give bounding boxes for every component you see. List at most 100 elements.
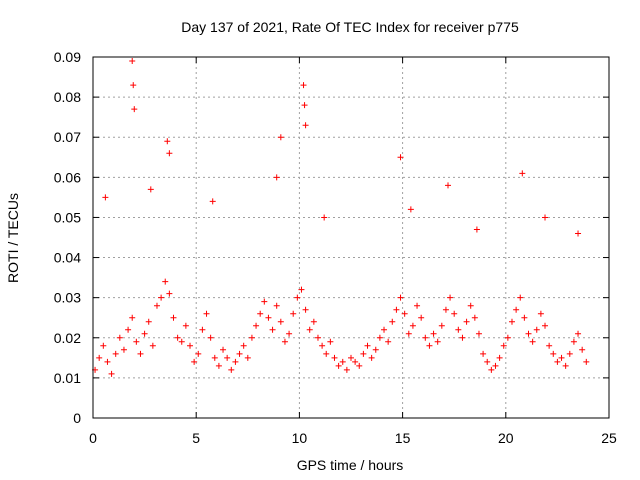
x-axis-label: GPS time / hours — [297, 457, 404, 473]
data-point — [277, 134, 284, 141]
data-point — [352, 358, 359, 365]
data-point — [467, 302, 474, 309]
data-point — [496, 354, 503, 361]
data-point — [488, 366, 495, 373]
data-point — [542, 322, 549, 329]
data-point — [529, 338, 536, 345]
data-point — [418, 314, 425, 321]
data-point — [302, 306, 309, 313]
data-point — [513, 306, 520, 313]
data-point — [376, 334, 383, 341]
data-point — [554, 358, 561, 365]
data-point — [298, 286, 305, 293]
data-point — [166, 150, 173, 157]
data-point — [546, 342, 553, 349]
data-point — [195, 350, 202, 357]
data-point — [442, 306, 449, 313]
y-tick-label: 0.05 — [54, 209, 81, 225]
data-point — [537, 310, 544, 317]
data-point — [500, 342, 507, 349]
data-point — [203, 310, 210, 317]
data-point — [575, 330, 582, 337]
data-point — [339, 358, 346, 365]
data-point — [257, 310, 264, 317]
data-point — [562, 362, 569, 369]
data-point — [447, 294, 454, 301]
data-point — [131, 106, 138, 113]
data-point — [125, 326, 132, 333]
data-point — [401, 310, 408, 317]
data-point — [178, 338, 185, 345]
data-point — [550, 350, 557, 357]
data-point — [306, 326, 313, 333]
data-point — [455, 326, 462, 333]
data-point — [583, 358, 590, 365]
data-point — [300, 82, 307, 89]
chart-title: Day 137 of 2021, Rate Of TEC Index for r… — [181, 19, 519, 35]
data-point — [331, 354, 338, 361]
data-point — [236, 350, 243, 357]
y-tick-labels: 0 0.01 0.02 0.03 0.04 0.05 0.06 0.07 0.08 0.09 — [54, 49, 81, 426]
data-point — [397, 154, 404, 161]
data-point — [480, 350, 487, 357]
data-point — [220, 346, 227, 353]
y-tick-label: 0.07 — [54, 129, 81, 145]
x-tick-labels: 0 5 10 15 20 25 — [89, 430, 617, 446]
data-point — [158, 294, 165, 301]
axis-ticks — [92, 56, 610, 419]
data-point — [248, 334, 255, 341]
data-point — [286, 330, 293, 337]
data-point — [372, 346, 379, 353]
data-point — [162, 278, 169, 285]
y-tick-label: 0.06 — [54, 169, 81, 185]
data-point — [137, 350, 144, 357]
data-point — [147, 186, 154, 193]
data-point — [240, 342, 247, 349]
data-point — [224, 354, 231, 361]
y-tick-label: 0.01 — [54, 370, 81, 386]
data-point — [393, 306, 400, 313]
data-point — [290, 310, 297, 317]
data-point — [314, 334, 321, 341]
data-point — [102, 194, 109, 201]
data-point — [269, 326, 276, 333]
data-point — [414, 302, 421, 309]
data-point — [385, 338, 392, 345]
data-point — [364, 342, 371, 349]
data-point — [579, 346, 586, 353]
data-point — [112, 350, 119, 357]
data-point — [215, 362, 222, 369]
data-point — [558, 354, 565, 361]
data-point — [463, 318, 470, 325]
data-point — [281, 338, 288, 345]
data-point — [570, 338, 577, 345]
data-point — [191, 358, 198, 365]
data-point — [407, 206, 414, 213]
data-points — [92, 58, 590, 377]
data-point — [566, 350, 573, 357]
data-point — [302, 122, 309, 129]
data-point — [149, 342, 156, 349]
plot-border — [92, 56, 610, 419]
y-tick-label: 0 — [73, 410, 81, 426]
data-point — [381, 326, 388, 333]
data-point — [166, 290, 173, 297]
data-point — [517, 294, 524, 301]
y-tick-label: 0.09 — [54, 49, 81, 65]
data-point — [323, 350, 330, 357]
data-point — [473, 226, 480, 233]
data-point — [484, 358, 491, 365]
data-point — [575, 230, 582, 237]
x-tick-label: 25 — [601, 430, 617, 446]
data-point — [129, 58, 136, 65]
y-tick-label: 0.02 — [54, 330, 81, 346]
data-point — [343, 366, 350, 373]
data-point — [519, 170, 526, 177]
data-point — [120, 346, 127, 353]
data-point — [459, 334, 466, 341]
data-point — [130, 82, 137, 89]
data-point — [335, 362, 342, 369]
data-point — [100, 342, 107, 349]
